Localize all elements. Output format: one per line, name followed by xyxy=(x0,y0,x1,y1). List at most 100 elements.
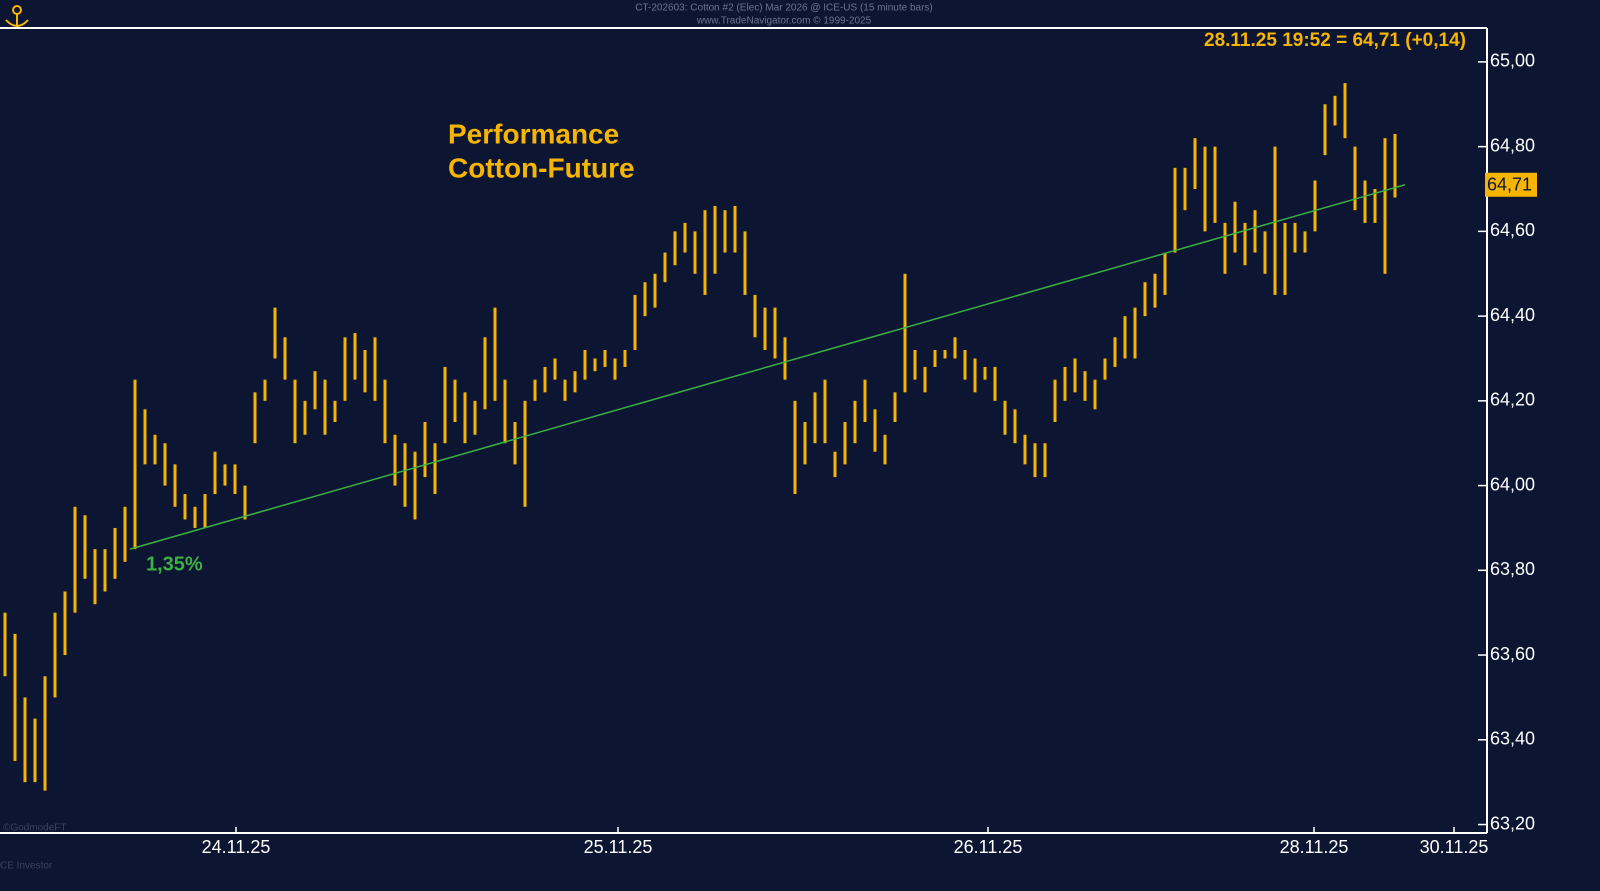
y-tick-label: 64,40 xyxy=(1490,305,1535,325)
price-bar xyxy=(1213,146,1217,223)
price-bar xyxy=(493,307,497,401)
price-bar xyxy=(643,282,647,317)
price-bar xyxy=(183,494,187,520)
price-bar xyxy=(1103,358,1107,380)
price-bar xyxy=(1303,231,1307,253)
footer: CE Investor xyxy=(0,861,53,872)
price-bar xyxy=(1113,337,1117,367)
last-price-text: 28.11.25 19:52 = 64,71 (+0,14) xyxy=(1204,30,1466,51)
price-bar xyxy=(1093,379,1097,410)
price-bar xyxy=(193,506,197,528)
price-bar xyxy=(423,422,427,478)
price-bar xyxy=(433,443,437,495)
price-bar xyxy=(1253,210,1257,253)
y-tick-label: 63,40 xyxy=(1490,729,1535,749)
price-bar xyxy=(1193,138,1197,189)
price-bar xyxy=(933,350,937,367)
price-bar xyxy=(233,464,237,495)
price-bar xyxy=(403,443,407,507)
price-bar xyxy=(833,451,837,478)
price-bar xyxy=(13,633,17,761)
price-bar xyxy=(973,358,977,393)
x-tick-label: 28.11.25 xyxy=(1280,837,1349,857)
price-bar xyxy=(813,392,817,444)
price-bar xyxy=(573,371,577,393)
y-tick-label: 63,80 xyxy=(1490,559,1535,579)
y-tick-label: 63,60 xyxy=(1490,644,1535,664)
y-tick-label: 64,00 xyxy=(1490,474,1535,494)
price-bar xyxy=(163,443,167,486)
price-bar xyxy=(1263,231,1267,274)
price-bar xyxy=(143,409,147,465)
price-bar xyxy=(1013,409,1017,444)
price-bar xyxy=(3,612,7,677)
price-bar xyxy=(343,337,347,401)
price-bar xyxy=(1283,222,1287,295)
chart-title: CT-202603: Cotton #2 (Elec) Mar 2026 @ I… xyxy=(635,3,933,14)
price-bar xyxy=(1133,307,1137,359)
chart-subtitle: www.TradeNavigator.com © 1999-2025 xyxy=(696,16,872,27)
price-bar xyxy=(1363,180,1367,223)
price-bar xyxy=(613,358,617,380)
price-bar xyxy=(103,549,107,592)
price-bar xyxy=(323,379,327,435)
x-tick-label: 30.11.25 xyxy=(1420,837,1489,857)
price-bar xyxy=(743,231,747,295)
price-bar xyxy=(673,231,677,266)
price-bar xyxy=(583,350,587,380)
trend-line xyxy=(129,184,1406,550)
price-bar xyxy=(1273,146,1277,295)
price-bar xyxy=(213,451,217,495)
price-bar xyxy=(223,464,227,486)
price-bar xyxy=(983,366,987,380)
price-bar xyxy=(53,612,57,698)
price-bar xyxy=(1393,133,1397,198)
price-bar xyxy=(773,307,777,359)
y-tick-label: 65,00 xyxy=(1490,51,1535,71)
price-bar xyxy=(1203,146,1207,232)
price-bar xyxy=(713,205,717,274)
trend-label: 1,35% xyxy=(146,553,203,575)
price-bar xyxy=(463,392,467,444)
price-bar xyxy=(753,294,757,338)
price-bar xyxy=(1183,167,1187,211)
price-bar xyxy=(1383,138,1387,274)
price-bar xyxy=(1323,104,1327,156)
price-bar xyxy=(503,379,507,444)
price-bar xyxy=(1023,434,1027,465)
price-bar xyxy=(1033,443,1037,478)
price-bar xyxy=(243,485,247,520)
price-bar xyxy=(363,350,367,393)
price-bar xyxy=(843,422,847,465)
price-bar xyxy=(823,379,827,444)
price-bar xyxy=(173,464,177,507)
price-tag xyxy=(1485,172,1537,197)
price-bar xyxy=(353,333,357,380)
price-bar xyxy=(1343,83,1347,139)
price-bar xyxy=(923,366,927,393)
price-bar xyxy=(763,307,767,350)
x-tick-label: 25.11.25 xyxy=(584,837,653,857)
price-bar xyxy=(393,434,397,486)
price-bar xyxy=(1373,189,1377,223)
x-tick-label: 24.11.25 xyxy=(202,837,271,857)
price-bar xyxy=(453,379,457,423)
price-bar xyxy=(283,337,287,380)
price-bar xyxy=(913,350,917,380)
price-bar xyxy=(543,366,547,393)
price-bar xyxy=(1163,252,1167,295)
price-bar xyxy=(803,422,807,465)
price-bar xyxy=(203,494,207,528)
price-bar xyxy=(313,371,317,410)
price-bar xyxy=(23,697,27,783)
price-bar xyxy=(1083,371,1087,401)
price-bar xyxy=(1073,358,1077,393)
price-bar xyxy=(33,718,37,783)
price-bar xyxy=(123,506,127,562)
price-bar xyxy=(953,337,957,359)
price-bar xyxy=(443,366,447,444)
price-bar xyxy=(1063,366,1067,401)
price-bar xyxy=(563,379,567,401)
price-bar xyxy=(893,392,897,423)
